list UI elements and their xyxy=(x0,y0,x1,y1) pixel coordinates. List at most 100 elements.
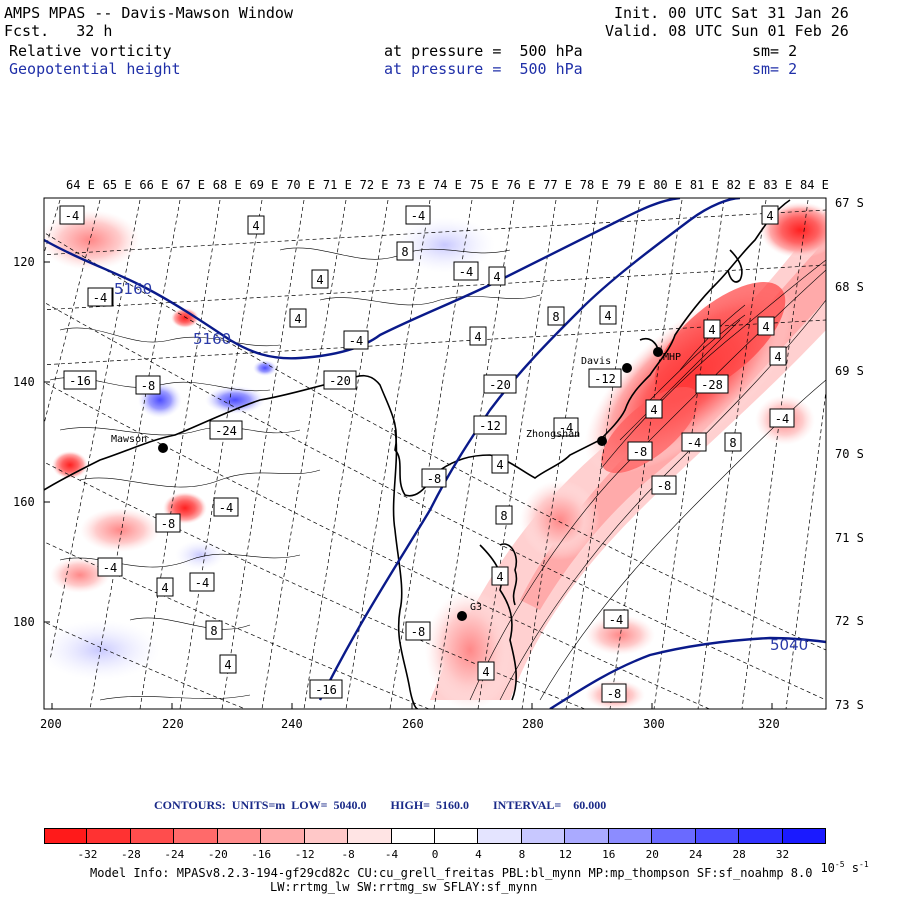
vorticity-label: -4 xyxy=(459,265,473,279)
vorticity-label: 4 xyxy=(766,209,773,223)
latitude-label: 68 S xyxy=(835,280,864,294)
longitude-label: 65 E xyxy=(103,178,132,192)
vorticity-label: 4 xyxy=(474,330,481,344)
vorticity-label-box xyxy=(491,454,509,474)
colorbar-label: 20 xyxy=(645,848,659,861)
vorticity-label: -24 xyxy=(215,424,237,438)
latitude-label: 72 S xyxy=(835,614,864,628)
vorticity-label: -4 xyxy=(93,291,107,305)
vorticity-label: -8 xyxy=(633,445,647,459)
colorbar-label: 12 xyxy=(558,848,572,861)
colorbar-segment xyxy=(348,828,392,844)
vorticity-label: -20 xyxy=(329,374,351,388)
plot-frame xyxy=(43,197,827,710)
vorticity-label-box xyxy=(453,261,479,281)
longitude-label: 79 E xyxy=(617,178,646,192)
vorticity-label-box xyxy=(601,683,627,703)
x-tick-label: 220 xyxy=(162,717,184,731)
vorticity-label-box xyxy=(757,316,775,336)
vorticity-label: 4 xyxy=(224,658,231,672)
vorticity-label: 8 xyxy=(401,245,408,259)
vorticity-label: -8 xyxy=(411,625,425,639)
vorticity-label-box xyxy=(135,375,161,395)
vorticity-label-box xyxy=(63,370,97,390)
vorticity-label: -4 xyxy=(349,334,363,348)
longitude-label: 82 E xyxy=(727,178,756,192)
vorticity-label: -4 xyxy=(65,209,79,223)
longitude-label: 67 E xyxy=(176,178,205,192)
vorticity-label: -28 xyxy=(701,378,723,392)
vorticity-label: -8 xyxy=(141,379,155,393)
vorticity-label-box xyxy=(681,432,707,452)
vorticity-label-box xyxy=(495,505,513,525)
vorticity-label-box xyxy=(97,557,123,577)
vorticity-label: 4 xyxy=(650,403,657,417)
vorticity-label-box xyxy=(703,319,721,339)
contours-height-info: CONTOURS: UNITS=m LOW= 5040.0 HIGH= 5160… xyxy=(154,798,607,812)
colorbar-segment xyxy=(130,828,175,844)
station-marker xyxy=(457,611,467,621)
vorticity-label-box xyxy=(724,432,742,452)
colorbar-segment xyxy=(304,828,349,844)
colorbar-label: 4 xyxy=(475,848,482,861)
colorbar-segment xyxy=(478,828,522,844)
height-contour-labels: 5160 5160 5040 xyxy=(114,280,808,654)
vorticity-label: 4 xyxy=(252,219,259,233)
station-marker xyxy=(622,363,632,373)
model-title: AMPS MPAS -- Davis-Mawson Window xyxy=(4,4,293,22)
vorticity-label: 8 xyxy=(210,624,217,638)
longitude-label: 64 E xyxy=(66,178,95,192)
vorticity-label: -16 xyxy=(69,374,91,388)
height-contour-label: 5160 xyxy=(114,280,152,298)
longitude-label: 78 E xyxy=(580,178,609,192)
colorbar-segment xyxy=(261,828,305,844)
vorticity-label-box xyxy=(469,326,487,346)
longitude-label: 71 E xyxy=(323,178,352,192)
vorticity-label: 8 xyxy=(729,436,736,450)
colorbar-segment xyxy=(521,828,566,844)
longitude-label: 70 E xyxy=(286,178,315,192)
vorticity-label-box xyxy=(323,370,357,390)
x-tick-label: 240 xyxy=(281,717,303,731)
longitude-label: 66 E xyxy=(139,178,168,192)
vorticity-label-box xyxy=(205,620,223,640)
longitude-label: 73 E xyxy=(396,178,425,192)
vorticity-label-box xyxy=(547,306,565,326)
vorticity-label-box xyxy=(645,399,663,419)
colorbar-segment xyxy=(739,828,783,844)
colorbar-segment xyxy=(652,828,696,844)
vorticity-label-box xyxy=(213,497,239,517)
model-info-physics: LW:rrtmg_lw SW:rrtmg_sw SFLAY:sf_mynn xyxy=(270,880,538,894)
x-tick-label: 260 xyxy=(402,717,424,731)
vorticity-label: -4 xyxy=(609,613,623,627)
colorbar-segment xyxy=(782,828,826,844)
vorticity-label-box xyxy=(483,374,517,394)
station-marker xyxy=(653,347,663,357)
vorticity-label-box xyxy=(405,621,431,641)
colorbar-label: 24 xyxy=(689,848,703,861)
field2-name: Geopotential height xyxy=(9,60,181,78)
colorbar-segment xyxy=(695,828,740,844)
colorbar-label: -12 xyxy=(294,848,315,861)
vorticity-label-box xyxy=(588,368,622,388)
vorticity-label-box xyxy=(477,661,495,681)
vorticity-label-box xyxy=(769,408,795,428)
init-time: Init. 00 UTC Sat 31 Jan 26 xyxy=(614,4,849,22)
vorticity-label: -8 xyxy=(427,472,441,486)
vorticity-label-box xyxy=(87,287,113,307)
longitude-label: 80 E xyxy=(653,178,682,192)
vorticity-label-box xyxy=(473,415,507,435)
vorticity-shading xyxy=(44,202,826,709)
vorticity-label: 8 xyxy=(500,509,507,523)
vorticity-label-box xyxy=(209,420,243,440)
vorticity-label: 4 xyxy=(482,665,489,679)
longitude-label: 77 E xyxy=(543,178,572,192)
colorbar-segment xyxy=(565,828,609,844)
colorbar-label: -32 xyxy=(77,848,98,861)
colorbar-units-base: 10 xyxy=(820,861,835,875)
colorbar-label: -4 xyxy=(384,848,399,861)
vorticity-label-box xyxy=(189,572,215,592)
coastline xyxy=(44,199,791,709)
station-marker xyxy=(597,436,607,446)
